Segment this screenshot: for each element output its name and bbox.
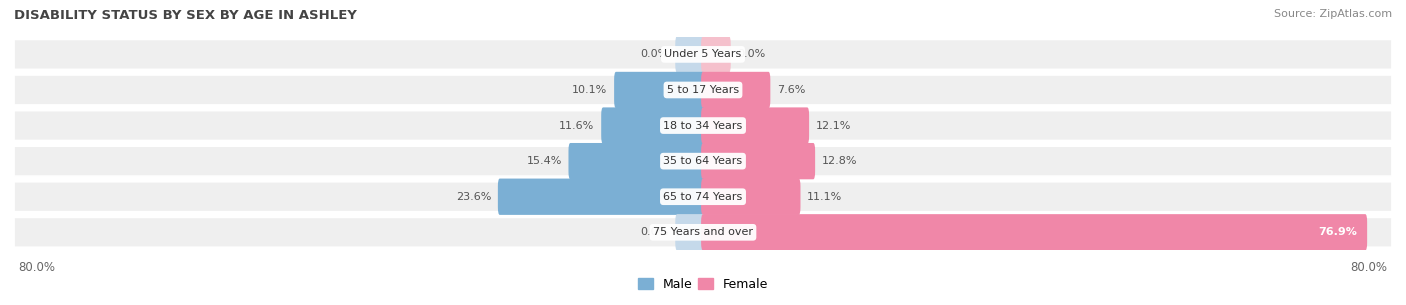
Text: 11.1%: 11.1% — [807, 192, 842, 202]
Text: 12.1%: 12.1% — [815, 120, 851, 131]
Text: 23.6%: 23.6% — [456, 192, 491, 202]
FancyBboxPatch shape — [14, 75, 1392, 105]
FancyBboxPatch shape — [602, 107, 704, 144]
Text: 11.6%: 11.6% — [560, 120, 595, 131]
Legend: Male, Female: Male, Female — [638, 278, 768, 291]
FancyBboxPatch shape — [702, 36, 731, 73]
FancyBboxPatch shape — [14, 146, 1392, 176]
FancyBboxPatch shape — [498, 178, 704, 215]
FancyBboxPatch shape — [675, 214, 704, 250]
Text: 5 to 17 Years: 5 to 17 Years — [666, 85, 740, 95]
Text: 15.4%: 15.4% — [526, 156, 562, 166]
Text: 12.8%: 12.8% — [823, 156, 858, 166]
FancyBboxPatch shape — [702, 178, 800, 215]
Text: 76.9%: 76.9% — [1317, 227, 1357, 237]
Text: 35 to 64 Years: 35 to 64 Years — [664, 156, 742, 166]
FancyBboxPatch shape — [702, 107, 808, 144]
Text: 80.0%: 80.0% — [1351, 261, 1388, 274]
FancyBboxPatch shape — [675, 36, 704, 73]
FancyBboxPatch shape — [14, 182, 1392, 212]
Text: 80.0%: 80.0% — [18, 261, 55, 274]
FancyBboxPatch shape — [614, 72, 704, 108]
Text: 18 to 34 Years: 18 to 34 Years — [664, 120, 742, 131]
FancyBboxPatch shape — [702, 143, 815, 179]
FancyBboxPatch shape — [702, 214, 1367, 250]
Text: Under 5 Years: Under 5 Years — [665, 49, 741, 59]
FancyBboxPatch shape — [14, 217, 1392, 247]
Text: DISABILITY STATUS BY SEX BY AGE IN ASHLEY: DISABILITY STATUS BY SEX BY AGE IN ASHLE… — [14, 9, 357, 22]
Text: 0.0%: 0.0% — [738, 49, 766, 59]
FancyBboxPatch shape — [702, 72, 770, 108]
Text: 7.6%: 7.6% — [778, 85, 806, 95]
Text: 0.0%: 0.0% — [640, 49, 669, 59]
Text: 75 Years and over: 75 Years and over — [652, 227, 754, 237]
FancyBboxPatch shape — [14, 39, 1392, 69]
Text: Source: ZipAtlas.com: Source: ZipAtlas.com — [1274, 9, 1392, 19]
Text: 65 to 74 Years: 65 to 74 Years — [664, 192, 742, 202]
Text: 0.0%: 0.0% — [640, 227, 669, 237]
FancyBboxPatch shape — [14, 111, 1392, 141]
FancyBboxPatch shape — [568, 143, 704, 179]
Text: 10.1%: 10.1% — [572, 85, 607, 95]
